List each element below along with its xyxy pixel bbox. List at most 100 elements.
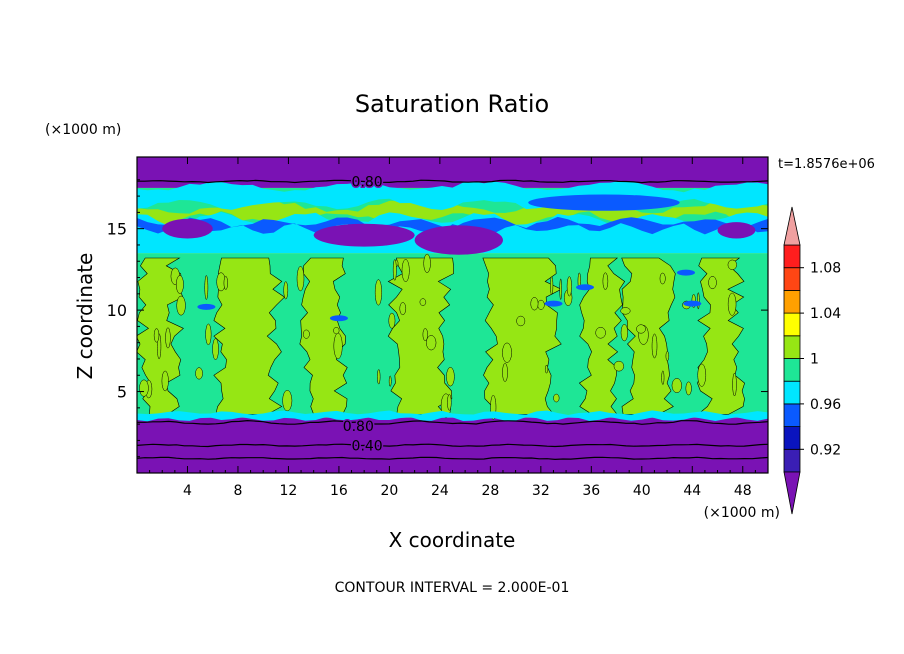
lime-blob xyxy=(176,295,186,316)
colorbar-swatch xyxy=(783,312,801,337)
lime-blob xyxy=(595,326,606,339)
colorbar-swatch xyxy=(783,335,801,359)
lime-blob xyxy=(388,375,392,387)
x-tick-label: 36 xyxy=(582,483,600,499)
lime-blob xyxy=(602,272,609,290)
lime-blob xyxy=(401,259,410,282)
lime-blob xyxy=(296,266,305,292)
lime-blob xyxy=(530,297,539,311)
colorbar-label: 1.04 xyxy=(810,306,841,322)
lime-blob xyxy=(727,292,737,316)
lime-blob xyxy=(661,370,665,385)
lime-blob xyxy=(422,328,428,342)
colorbar-swatch xyxy=(783,426,801,450)
lime-blob xyxy=(205,323,212,346)
x-tick-label: 24 xyxy=(431,483,449,499)
lime-blob xyxy=(697,363,707,387)
contour-label: 0.80 xyxy=(352,174,383,190)
colorbar-label: 0.96 xyxy=(810,397,841,413)
y-units-label: (×1000 m) xyxy=(45,122,121,138)
y-axis-label: Z coordinate xyxy=(73,253,97,380)
lime-blob xyxy=(419,298,427,306)
x-units-label: (×1000 m) xyxy=(704,505,780,521)
lime-blob xyxy=(671,378,683,393)
lime-blob xyxy=(697,292,700,310)
x-tick-label: 40 xyxy=(633,483,651,499)
lime-blob xyxy=(212,338,219,360)
contour-line-080 xyxy=(137,419,768,425)
x-tick-label: 44 xyxy=(683,483,701,499)
lime-blob xyxy=(423,253,431,273)
cloud-patch xyxy=(528,194,680,211)
cloud-patch xyxy=(162,218,213,239)
lime-blob xyxy=(392,259,397,281)
lime-blob xyxy=(659,272,666,285)
lime-blob xyxy=(165,327,171,349)
lime-blob xyxy=(374,279,382,306)
lime-blob xyxy=(175,275,184,294)
colorbar-swatch xyxy=(783,358,801,382)
lime-blob xyxy=(550,276,554,295)
colorbar-label: 1 xyxy=(810,352,819,368)
lime-blob xyxy=(537,299,545,310)
y-axis: 5 10 15 xyxy=(107,179,768,458)
lime-blob xyxy=(613,360,625,372)
lime-blob xyxy=(553,393,560,403)
time-label: t=1.8576e+06 xyxy=(778,157,875,172)
lime-blob xyxy=(727,259,737,270)
x-tick-label: 12 xyxy=(280,483,298,499)
lime-blob xyxy=(732,372,737,397)
x-tick-label: 48 xyxy=(734,483,752,499)
boundary-cyan-band xyxy=(137,410,768,422)
colorbar-max-arrow xyxy=(783,206,801,246)
plot-area: 0.80 0.80 0.40 xyxy=(137,157,768,473)
lime-blob xyxy=(426,335,437,351)
colorbar-swatch xyxy=(783,403,801,427)
blue-spot xyxy=(683,300,702,307)
contour-label: 0.80 xyxy=(343,419,374,435)
lime-blob xyxy=(665,351,670,362)
x-tick-label: 8 xyxy=(233,483,242,499)
colorbar-swatch xyxy=(783,244,801,269)
lime-blob xyxy=(283,281,289,300)
lime-blob xyxy=(302,329,310,339)
contour-label: 0.40 xyxy=(352,438,383,454)
lime-blob xyxy=(708,276,717,290)
contour-line-low xyxy=(137,456,768,461)
colorbar-swatch xyxy=(783,289,801,314)
lime-blob xyxy=(685,381,692,396)
cloud-patch xyxy=(717,222,756,239)
x-tick-label: 4 xyxy=(183,483,192,499)
lime-column xyxy=(387,257,454,415)
lime-blob xyxy=(651,333,658,359)
colorbar-label: 0.92 xyxy=(810,442,841,458)
chart-title: Saturation Ratio xyxy=(355,90,549,118)
cloud-patch xyxy=(313,223,415,247)
y-tick-label: 5 xyxy=(117,383,127,402)
colorbar-swatch xyxy=(783,267,801,291)
lime-blob xyxy=(139,379,149,397)
lime-blob xyxy=(161,370,169,392)
contour-interval-label: CONTOUR INTERVAL = 2.000E-01 xyxy=(335,580,570,596)
lime-column xyxy=(697,257,745,415)
blue-spot xyxy=(329,315,348,322)
lime-blob xyxy=(195,367,203,380)
lime-blob xyxy=(544,364,549,374)
lime-blob xyxy=(204,275,209,300)
x-tick-label: 28 xyxy=(481,483,499,499)
x-tick-label: 16 xyxy=(330,483,348,499)
blue-spot xyxy=(197,303,216,310)
lime-column xyxy=(299,257,348,415)
lime-blob xyxy=(516,315,526,327)
x-axis: 4 8 12 16 20 24 28 32 36 40 44 48 xyxy=(149,157,756,499)
lime-blob xyxy=(446,367,455,387)
y-tick-label: 15 xyxy=(107,220,127,239)
x-tick-label: 20 xyxy=(380,483,398,499)
colorbar-min-arrow xyxy=(783,471,801,515)
lime-blob xyxy=(282,390,293,412)
lime-blob xyxy=(153,328,160,343)
layer-upper_dry xyxy=(137,157,768,188)
blue-spot xyxy=(544,300,563,307)
lime-blob xyxy=(502,342,512,363)
